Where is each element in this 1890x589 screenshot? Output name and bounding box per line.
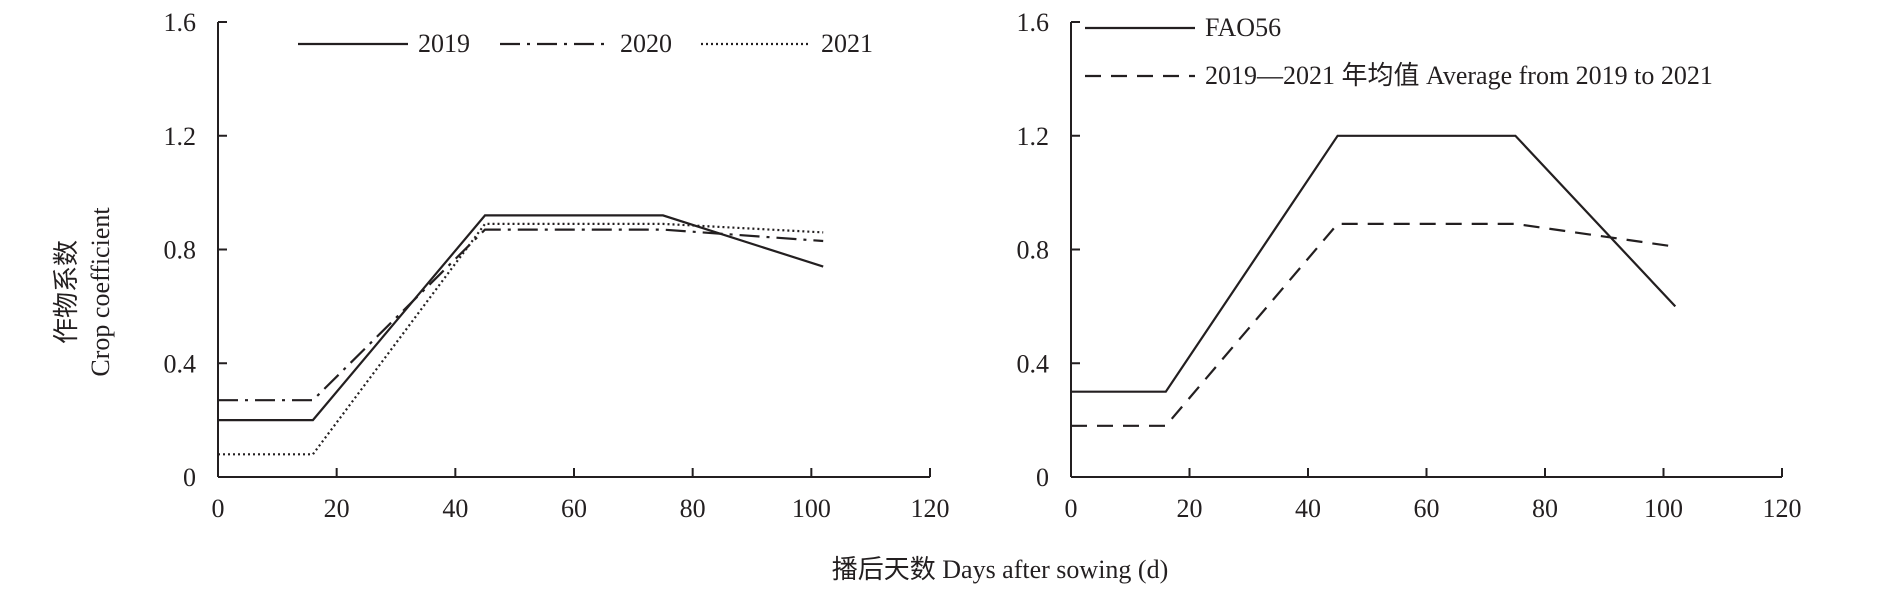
y-tick-label: 0 [183,463,196,492]
x-tick-label: 80 [1532,494,1558,523]
x-tick-label: 20 [324,494,350,523]
x-tick-label: 0 [1065,494,1078,523]
y-tick-label: 0.4 [164,349,197,378]
x-tick-label: 0 [212,494,225,523]
legend-label: 2020 [620,29,672,58]
y-axis-title-cn: 作物系数 [52,240,81,344]
x-tick-label: 120 [911,494,950,523]
shared-x-axis-title: 播后天数 Days after sowing (d) [832,555,1169,584]
y-tick-label: 1.6 [1017,8,1050,37]
x-tick-label: 100 [1644,494,1683,523]
legend-label: 2021 [821,29,873,58]
y-tick-label: 0.4 [1017,349,1050,378]
x-tick-label: 80 [680,494,706,523]
legend-label: 2019—2021 年均值 Average from 2019 to 2021 [1205,61,1713,90]
x-tick-label: 60 [1414,494,1440,523]
series-line-2019 [218,214,824,422]
y-tick-label: 1.2 [164,122,197,151]
legend-label: 2019 [418,29,470,58]
right-chart: 0 20 40 60 80 100 120 0 0.4 0.8 1.2 1.6 FAO56 2019—20… [1017,8,1802,523]
y-tick-label: 0 [1036,463,1049,492]
y-tick-label: 0.8 [1017,236,1050,265]
series-line-2019—2021 [1071,222,1676,427]
y-tick-label: 1.2 [1017,122,1050,151]
x-tick-label: 100 [792,494,831,523]
x-tick-label: 40 [1295,494,1321,523]
y-tick-label: 1.6 [164,8,197,37]
x-tick-label: 60 [561,494,587,523]
x-tick-label: 20 [1177,494,1203,523]
x-tick-label: 40 [442,494,468,523]
legend-label: FAO56 [1205,13,1281,42]
left-y-axis-title: 作物系数 Crop coefficient [52,207,115,377]
left-chart: 0 20 40 60 80 100 120 0 0.4 0.8 1.2 1.6 2019 2020 2021… [52,8,950,523]
series-line-2020 [218,228,824,402]
x-tick-label: 120 [1763,494,1802,523]
series-line-FAO56 [1071,134,1677,393]
y-axis-title-en: Crop coefficient [86,207,115,377]
y-tick-label: 0.8 [164,236,197,265]
